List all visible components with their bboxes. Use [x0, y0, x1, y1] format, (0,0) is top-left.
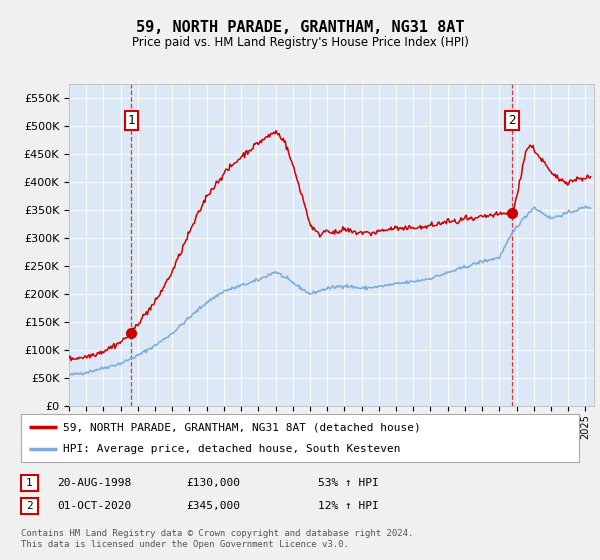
Text: HPI: Average price, detached house, South Kesteven: HPI: Average price, detached house, Sout… — [63, 444, 400, 454]
Text: 59, NORTH PARADE, GRANTHAM, NG31 8AT: 59, NORTH PARADE, GRANTHAM, NG31 8AT — [136, 20, 464, 35]
Text: 1: 1 — [128, 114, 135, 127]
Text: Contains HM Land Registry data © Crown copyright and database right 2024.
This d: Contains HM Land Registry data © Crown c… — [21, 529, 413, 549]
Text: 2: 2 — [26, 501, 33, 511]
Text: 2: 2 — [508, 114, 516, 127]
Text: Price paid vs. HM Land Registry's House Price Index (HPI): Price paid vs. HM Land Registry's House … — [131, 36, 469, 49]
Text: 20-AUG-1998: 20-AUG-1998 — [57, 478, 131, 488]
Text: 53% ↑ HPI: 53% ↑ HPI — [318, 478, 379, 488]
Text: 01-OCT-2020: 01-OCT-2020 — [57, 501, 131, 511]
Text: 59, NORTH PARADE, GRANTHAM, NG31 8AT (detached house): 59, NORTH PARADE, GRANTHAM, NG31 8AT (de… — [63, 422, 421, 432]
Text: 1: 1 — [26, 478, 33, 488]
Text: £130,000: £130,000 — [186, 478, 240, 488]
Text: 12% ↑ HPI: 12% ↑ HPI — [318, 501, 379, 511]
Text: £345,000: £345,000 — [186, 501, 240, 511]
